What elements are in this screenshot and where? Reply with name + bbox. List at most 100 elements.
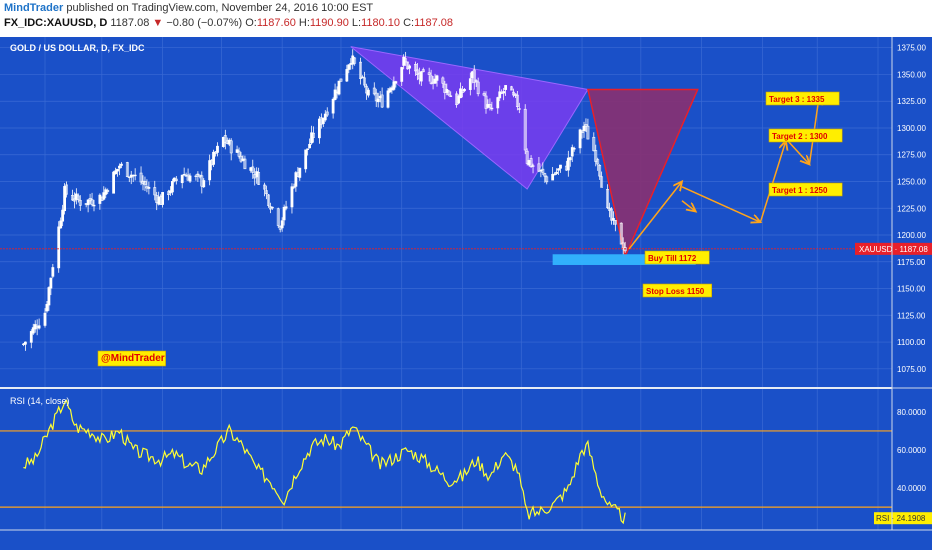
candle-body (555, 171, 558, 174)
low-value: 1180.10 (361, 17, 401, 29)
watermark-label-box (97, 350, 166, 367)
candle-body (292, 186, 296, 188)
buy-label-box (644, 250, 710, 265)
candle-body (531, 165, 535, 167)
price-tick-label: 1200.00 (897, 231, 926, 240)
candle-body (37, 325, 41, 329)
candle-body (443, 83, 447, 93)
down-arrow-icon: ▼ (152, 17, 164, 29)
candle-body (523, 108, 527, 151)
price-tick-label: 1250.00 (897, 177, 926, 186)
stop-loss-label: Stop Loss 1150 (646, 287, 705, 296)
candle-body (73, 198, 76, 202)
candle-body (196, 173, 200, 176)
candle-body (251, 166, 255, 173)
candle-body (263, 184, 266, 190)
candle-body (353, 57, 357, 64)
last-price-badge-text: XAUUSD · 1187.08 (859, 245, 928, 254)
rsi-pane-background[interactable] (0, 389, 892, 530)
time-axis-background[interactable] (0, 530, 932, 550)
price-tick-label: 1300.00 (897, 124, 926, 133)
candle-body (365, 85, 368, 94)
candle-body (392, 81, 396, 90)
candle-body (359, 61, 362, 79)
candle-body (337, 80, 341, 95)
rsi-tick-label: 60.0000 (897, 446, 926, 455)
candle-body (525, 150, 529, 164)
price-tick-label: 1325.00 (897, 97, 926, 106)
candle-body (553, 173, 557, 176)
candle-body (529, 158, 533, 167)
published-text: published on TradingView.com, November 2… (66, 2, 374, 14)
candle-body (482, 93, 486, 96)
price-axis-background[interactable] (892, 37, 932, 550)
candle-body (433, 78, 437, 84)
candle-body (372, 87, 376, 95)
candle-body (472, 69, 476, 83)
candle-body (202, 180, 206, 188)
candle-body (361, 76, 364, 79)
candle-body (515, 94, 519, 107)
candle-body (161, 192, 165, 205)
candle-body (490, 107, 494, 110)
target-2-label: Target 2 : 1300 (772, 132, 828, 141)
candle-body (468, 78, 472, 90)
rsi-pane-title: RSI (14, close) (10, 396, 70, 406)
candle-body (441, 77, 445, 84)
candle-body (474, 80, 478, 82)
price-tick-label: 1175.00 (897, 258, 926, 267)
rsi-tick-label: 80.0000 (897, 408, 926, 417)
candle-body (120, 163, 123, 166)
candle-body (459, 88, 462, 99)
candle-body (504, 85, 508, 90)
candle-body (415, 69, 419, 75)
candle-body (78, 199, 82, 206)
candle-body (498, 91, 502, 99)
candle-body (592, 136, 596, 152)
author-link[interactable]: MindTrader (4, 2, 64, 14)
candle-body (613, 220, 617, 225)
price-tick-label: 1075.00 (897, 365, 926, 374)
candle-body (270, 206, 274, 209)
candle-body (510, 86, 513, 91)
target-arrow (681, 200, 696, 212)
candle-body (570, 147, 574, 157)
candle-body (404, 58, 408, 63)
candle-body (476, 81, 480, 95)
candle-body (284, 206, 288, 209)
candle-body (125, 162, 129, 178)
candle-body (298, 167, 302, 178)
symbol-label[interactable]: FX_IDC:XAUUSD, D (4, 17, 108, 29)
candle-body (112, 171, 116, 194)
target-3-label-box (765, 91, 840, 106)
candle-body (223, 135, 227, 143)
high-value: 1190.90 (309, 17, 349, 29)
candle-body (435, 75, 439, 81)
candle-body (447, 90, 451, 96)
candle-body (212, 151, 215, 165)
candle-body (118, 165, 121, 169)
candle-body (449, 95, 453, 97)
candle-body (325, 111, 329, 116)
rsi-value-badge (874, 512, 932, 525)
candle-body (559, 164, 562, 169)
stop-loss-label-box (642, 283, 713, 298)
chart-area[interactable]: Target 3 : 1335 Target 2 : 1300 Target 1 :… (0, 32, 932, 550)
candle-body (537, 163, 541, 172)
rsi-line (23, 399, 626, 525)
candle-body (488, 104, 492, 108)
candle-body (331, 98, 335, 114)
chart-svg[interactable]: Target 3 : 1335 Target 2 : 1300 Target 1 :… (0, 32, 932, 550)
candle-body (408, 65, 411, 69)
candle-body (174, 178, 178, 182)
candle-body (282, 206, 286, 221)
target-1-label: Target 1 : 1250 (772, 186, 828, 195)
candle-body (406, 61, 410, 70)
price-change: −0.80 (−0.07%) (166, 17, 243, 29)
candle-body (304, 149, 308, 170)
candle-body (502, 91, 506, 94)
candle-body (49, 277, 53, 289)
rsi-value-badge-text: RSI · 24.1908 (876, 514, 926, 523)
candle-body (586, 125, 590, 140)
candle-body (104, 189, 108, 195)
